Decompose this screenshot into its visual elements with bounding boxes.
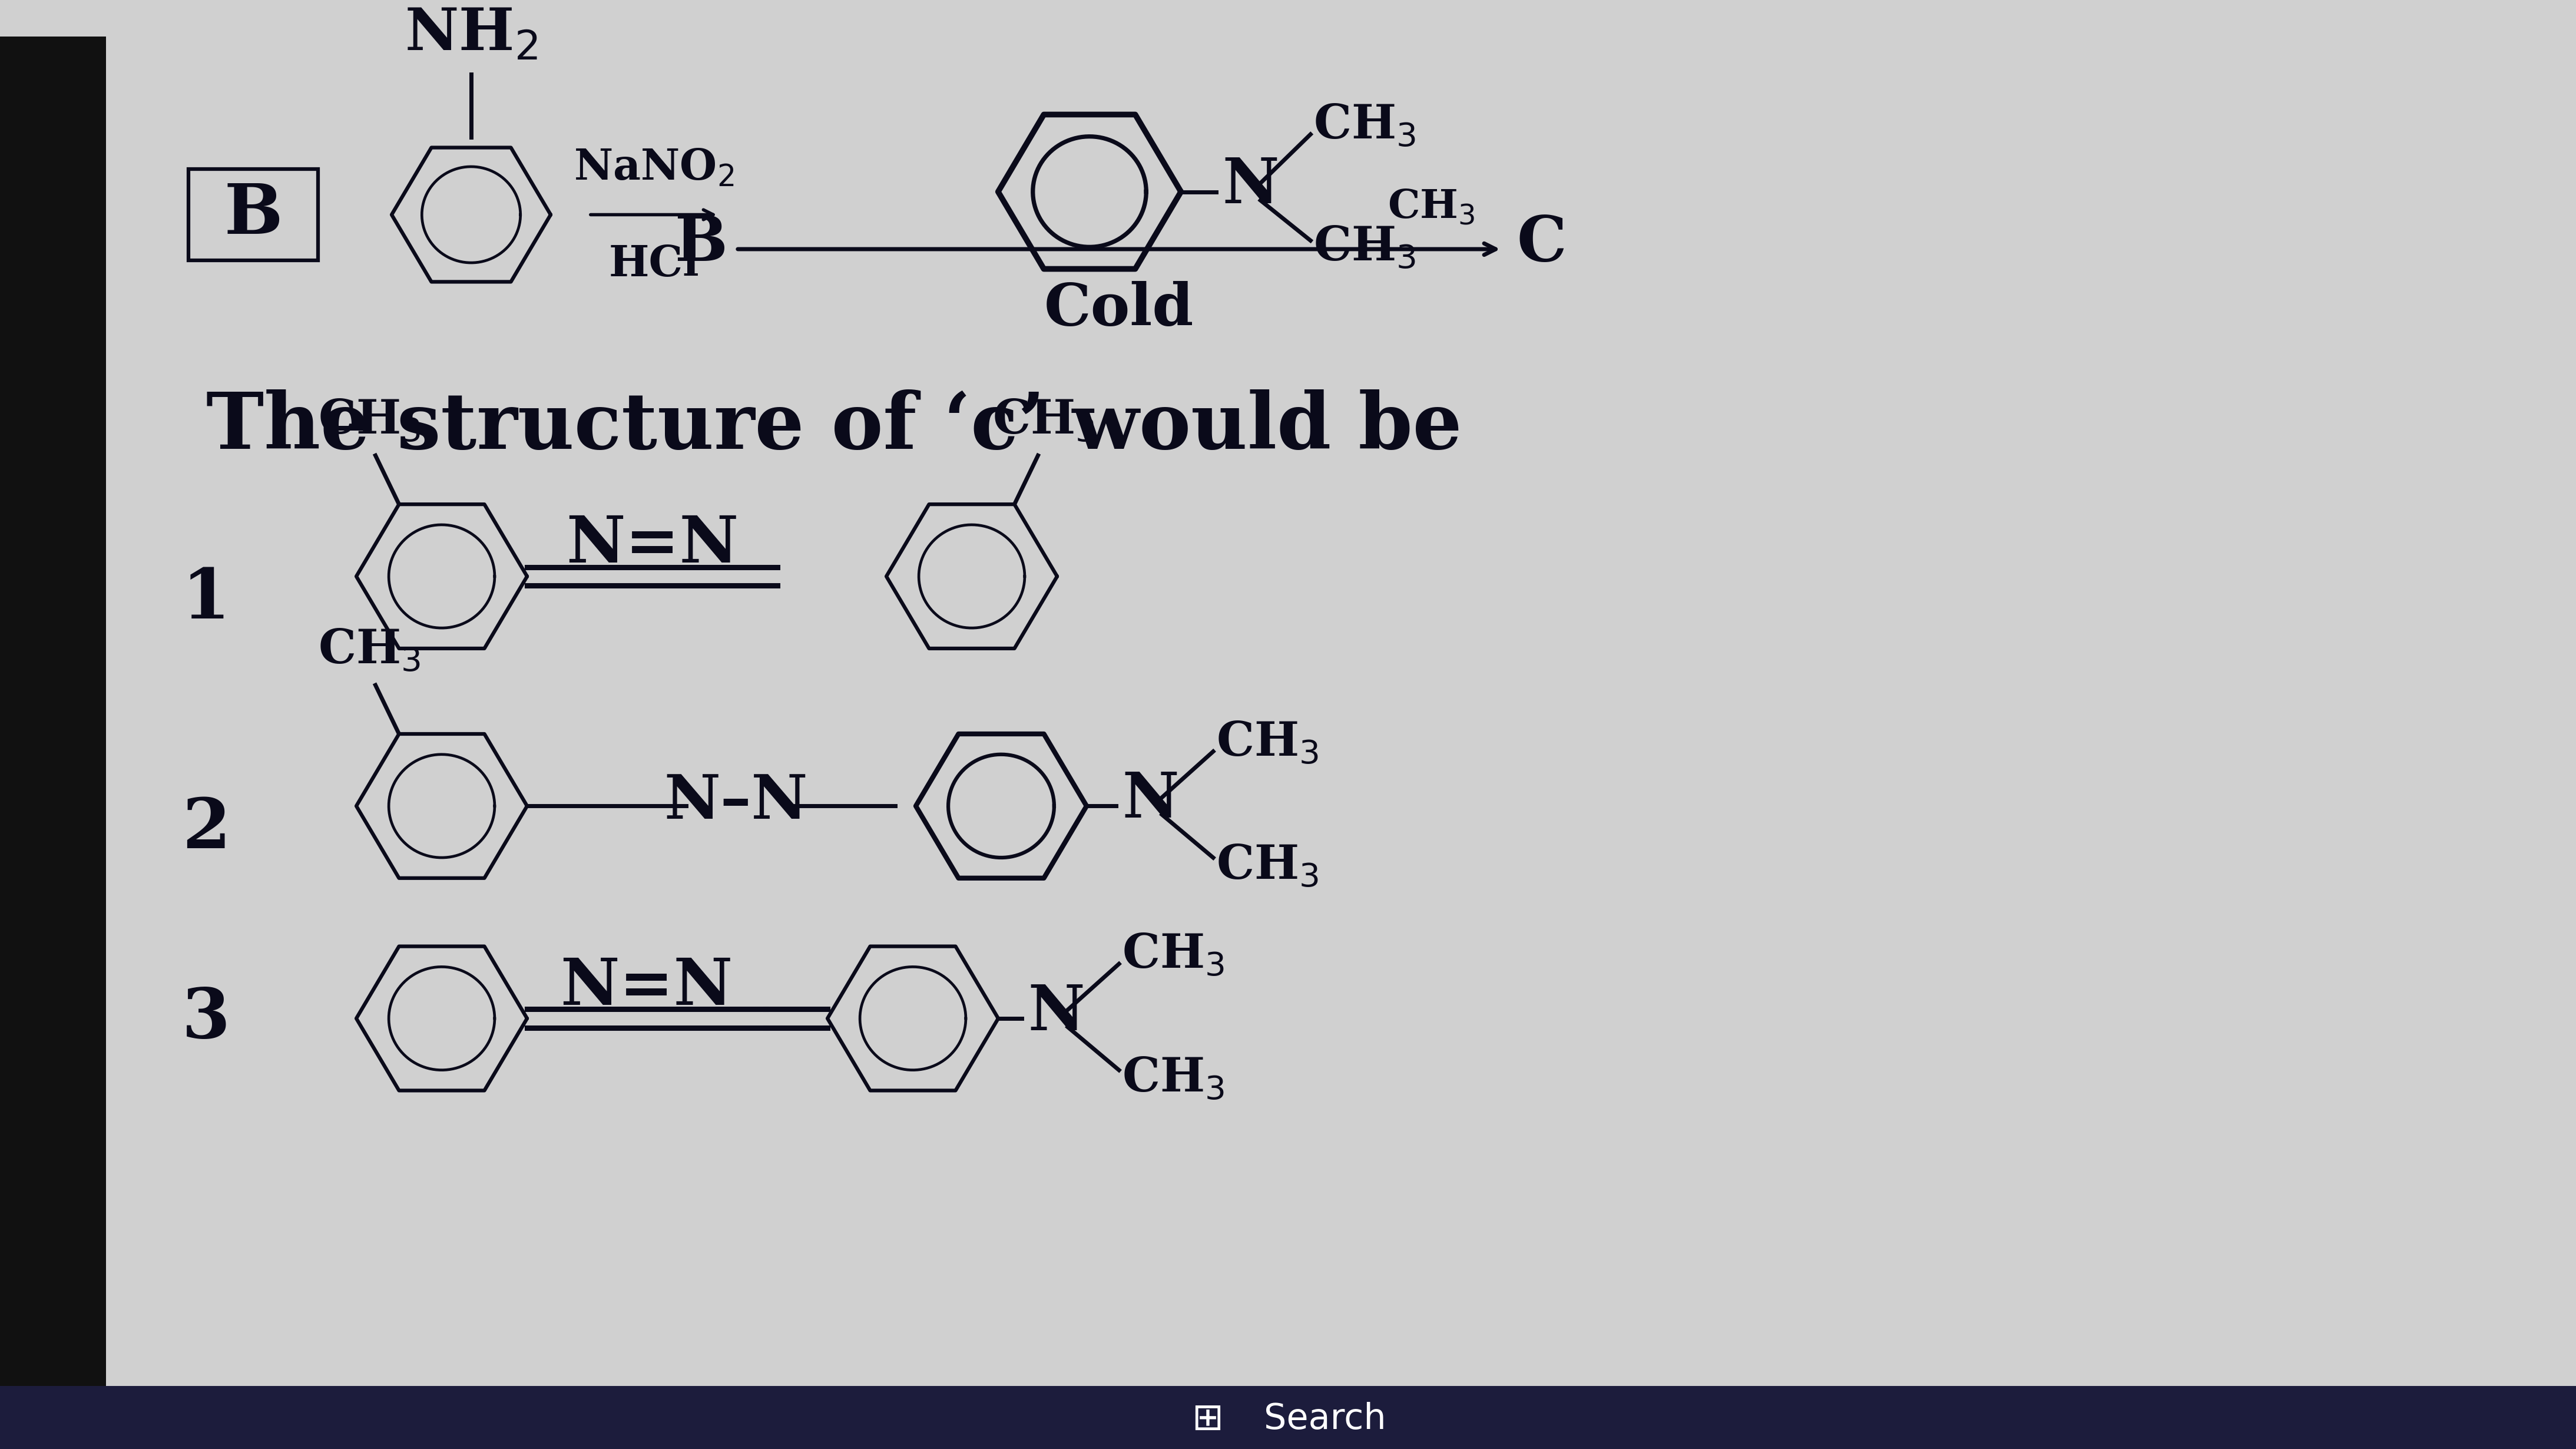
Text: CH$_3$: CH$_3$	[1123, 932, 1224, 978]
Text: HCl: HCl	[608, 243, 698, 285]
Text: CH$_3$: CH$_3$	[1216, 720, 1319, 767]
Text: N: N	[1028, 982, 1084, 1043]
Text: CH$_3$: CH$_3$	[1123, 1055, 1224, 1101]
Text: 3: 3	[183, 984, 229, 1052]
Text: CH$_3$: CH$_3$	[319, 398, 420, 443]
Text: N: N	[1123, 769, 1180, 830]
Text: CH$_3$: CH$_3$	[319, 627, 420, 674]
Text: B: B	[224, 181, 283, 249]
Text: ⊞: ⊞	[1193, 1401, 1224, 1437]
Text: C: C	[1517, 213, 1566, 274]
Text: NaNO$_2$: NaNO$_2$	[574, 146, 734, 188]
Text: B: B	[675, 213, 726, 274]
Bar	[0, 36, 106, 1449]
Text: NH$_2$: NH$_2$	[404, 6, 538, 62]
Text: N=N: N=N	[567, 513, 739, 577]
Bar	[188, 168, 317, 261]
Text: 1: 1	[183, 565, 229, 633]
Text: CH$_3$: CH$_3$	[1216, 843, 1319, 890]
Bar	[0, 1385, 2576, 1449]
Text: CH$_3$: CH$_3$	[1314, 103, 1417, 149]
Text: CH$_3$: CH$_3$	[992, 398, 1095, 443]
Text: N–N: N–N	[665, 771, 809, 832]
Text: N: N	[1221, 155, 1280, 216]
Text: The structure of ‘c’ would be: The structure of ‘c’ would be	[206, 390, 1463, 465]
Text: Search: Search	[1265, 1401, 1386, 1436]
Text: 2: 2	[183, 796, 229, 862]
Text: N=N: N=N	[559, 955, 732, 1019]
Text: CH$_3$: CH$_3$	[1388, 188, 1476, 226]
Text: Cold: Cold	[1043, 281, 1193, 338]
Text: CH$_3$: CH$_3$	[1314, 225, 1417, 271]
